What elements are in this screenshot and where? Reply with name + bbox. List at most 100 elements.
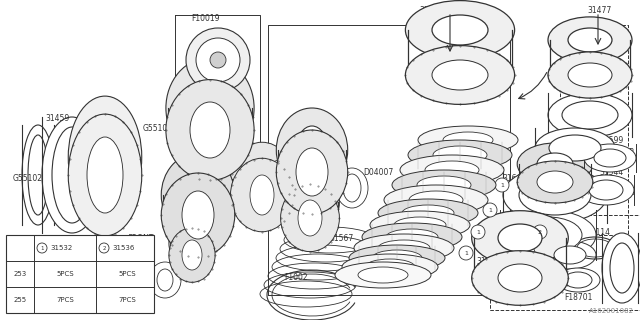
Ellipse shape	[386, 229, 438, 245]
Ellipse shape	[186, 28, 250, 92]
Ellipse shape	[519, 175, 591, 215]
Ellipse shape	[418, 126, 518, 154]
Ellipse shape	[362, 223, 462, 251]
Ellipse shape	[498, 264, 542, 292]
Ellipse shape	[22, 125, 54, 225]
Text: 253: 253	[13, 271, 27, 277]
Ellipse shape	[578, 175, 634, 205]
Text: G47904: G47904	[551, 237, 581, 246]
Ellipse shape	[409, 191, 463, 209]
Bar	[6, 235, 154, 313]
Ellipse shape	[405, 46, 515, 104]
Ellipse shape	[358, 267, 408, 283]
Text: 2: 2	[102, 245, 106, 251]
Ellipse shape	[568, 28, 612, 52]
Ellipse shape	[280, 168, 339, 236]
Text: 2: 2	[526, 251, 530, 255]
Ellipse shape	[182, 171, 214, 219]
Ellipse shape	[537, 171, 573, 193]
Ellipse shape	[405, 1, 515, 60]
Circle shape	[459, 246, 473, 260]
Ellipse shape	[166, 58, 254, 158]
Ellipse shape	[378, 240, 430, 256]
Ellipse shape	[169, 228, 215, 282]
Text: G53512: G53512	[140, 266, 170, 275]
Ellipse shape	[298, 184, 322, 220]
Text: 31463: 31463	[170, 173, 194, 182]
Ellipse shape	[230, 158, 294, 232]
Ellipse shape	[190, 80, 230, 136]
Ellipse shape	[514, 217, 582, 253]
Ellipse shape	[161, 173, 235, 257]
Ellipse shape	[280, 184, 339, 252]
Text: 1: 1	[500, 182, 504, 188]
Ellipse shape	[365, 259, 415, 275]
Ellipse shape	[392, 170, 496, 200]
Text: A162001082: A162001082	[589, 308, 634, 314]
Text: 31477: 31477	[420, 5, 444, 14]
Ellipse shape	[87, 119, 123, 195]
Ellipse shape	[432, 15, 488, 45]
Ellipse shape	[42, 117, 102, 233]
Ellipse shape	[68, 114, 141, 236]
Text: 31477: 31477	[588, 5, 612, 14]
Circle shape	[509, 261, 523, 275]
Text: 5PCS: 5PCS	[118, 271, 136, 277]
Text: 1: 1	[464, 251, 468, 255]
Ellipse shape	[296, 126, 328, 174]
Text: 2: 2	[538, 229, 542, 235]
Ellipse shape	[535, 128, 615, 168]
Ellipse shape	[336, 168, 368, 208]
Ellipse shape	[342, 254, 438, 280]
Ellipse shape	[210, 52, 226, 68]
Ellipse shape	[503, 167, 607, 223]
Text: F10019: F10019	[191, 13, 220, 22]
Ellipse shape	[68, 96, 141, 218]
Ellipse shape	[349, 245, 445, 271]
Ellipse shape	[564, 272, 592, 288]
Ellipse shape	[556, 268, 600, 292]
Ellipse shape	[548, 17, 632, 63]
Ellipse shape	[568, 63, 612, 87]
Ellipse shape	[157, 269, 173, 291]
Ellipse shape	[272, 166, 288, 190]
Ellipse shape	[549, 135, 601, 161]
Ellipse shape	[372, 250, 422, 266]
Text: 31114: 31114	[586, 228, 610, 236]
Text: 1: 1	[488, 207, 492, 212]
Ellipse shape	[562, 101, 618, 129]
Ellipse shape	[182, 240, 202, 270]
Ellipse shape	[250, 175, 274, 215]
Ellipse shape	[443, 132, 493, 148]
Ellipse shape	[394, 217, 446, 233]
Ellipse shape	[548, 93, 632, 137]
Ellipse shape	[276, 130, 348, 214]
Ellipse shape	[589, 180, 623, 200]
Ellipse shape	[182, 191, 214, 239]
Ellipse shape	[354, 234, 454, 262]
Text: 31478: 31478	[476, 258, 500, 267]
Ellipse shape	[276, 108, 348, 192]
Ellipse shape	[384, 185, 488, 215]
Ellipse shape	[517, 161, 593, 203]
Ellipse shape	[472, 211, 568, 265]
Ellipse shape	[190, 102, 230, 158]
Text: F06301: F06301	[500, 241, 528, 250]
Ellipse shape	[402, 205, 454, 221]
Ellipse shape	[610, 243, 634, 293]
Text: 31574: 31574	[612, 253, 636, 262]
Ellipse shape	[408, 140, 512, 170]
Text: F18701: F18701	[564, 293, 592, 302]
Ellipse shape	[266, 160, 294, 196]
Ellipse shape	[517, 143, 593, 185]
Ellipse shape	[554, 246, 586, 264]
Text: D05802: D05802	[253, 157, 283, 166]
Ellipse shape	[335, 262, 431, 288]
Text: 31544: 31544	[600, 167, 624, 177]
Ellipse shape	[594, 149, 626, 167]
Ellipse shape	[166, 80, 254, 180]
Ellipse shape	[149, 262, 181, 298]
Ellipse shape	[548, 52, 632, 98]
Text: G55102: G55102	[13, 173, 43, 182]
Text: 31536: 31536	[112, 245, 134, 251]
